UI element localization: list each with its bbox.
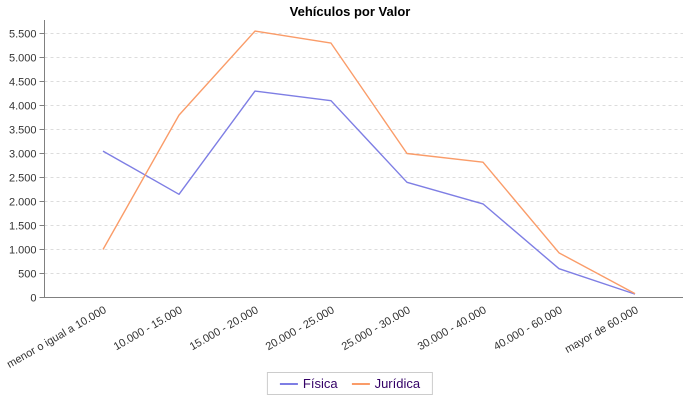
- y-axis-label: 4.000: [9, 101, 37, 113]
- fisica-line-swatch: [279, 382, 298, 385]
- y-axis-label: 1.000: [9, 245, 37, 257]
- y-axis-label: 5.000: [9, 53, 37, 65]
- y-axis-label: 4.500: [9, 77, 37, 89]
- y-axis-label: 3.000: [9, 149, 37, 161]
- juridica-line-swatch: [351, 382, 370, 385]
- chart-title: Vehículos por Valor: [289, 4, 411, 19]
- series-line-física: [102, 90, 636, 295]
- y-axis-label: 1.500: [9, 221, 37, 233]
- y-axis-label: 500: [18, 269, 36, 281]
- legend: Física Jurídica: [266, 372, 434, 395]
- x-axis-label: menor o igual a 10.000: [5, 304, 108, 371]
- legend-label-juridica: Jurídica: [374, 376, 421, 391]
- y-axis-label: 0: [30, 293, 36, 305]
- x-axis-label: 20.000 - 25.000: [264, 304, 337, 353]
- y-axis-label: 2.000: [9, 197, 37, 209]
- legend-item-fisica[interactable]: Física: [279, 376, 338, 391]
- legend-item-juridica[interactable]: Jurídica: [351, 376, 421, 391]
- x-axis-label: 10.000 - 15.000: [112, 304, 185, 353]
- y-axis-label: 3.500: [9, 125, 37, 137]
- x-axis-label: mayor de 60.000: [563, 304, 641, 356]
- x-axis-label: 25.000 - 30.000: [340, 304, 413, 353]
- x-axis-label: 30.000 - 40.000: [416, 304, 489, 353]
- x-axis-label: 40.000 - 60.000: [492, 304, 565, 353]
- y-axis-label: 5.500: [9, 29, 37, 41]
- legend-label-fisica: Física: [302, 376, 338, 391]
- y-axis-label: 2.500: [9, 173, 37, 185]
- x-axis-label: 15.000 - 20.000: [188, 304, 261, 353]
- series-line-jurídica: [102, 30, 636, 295]
